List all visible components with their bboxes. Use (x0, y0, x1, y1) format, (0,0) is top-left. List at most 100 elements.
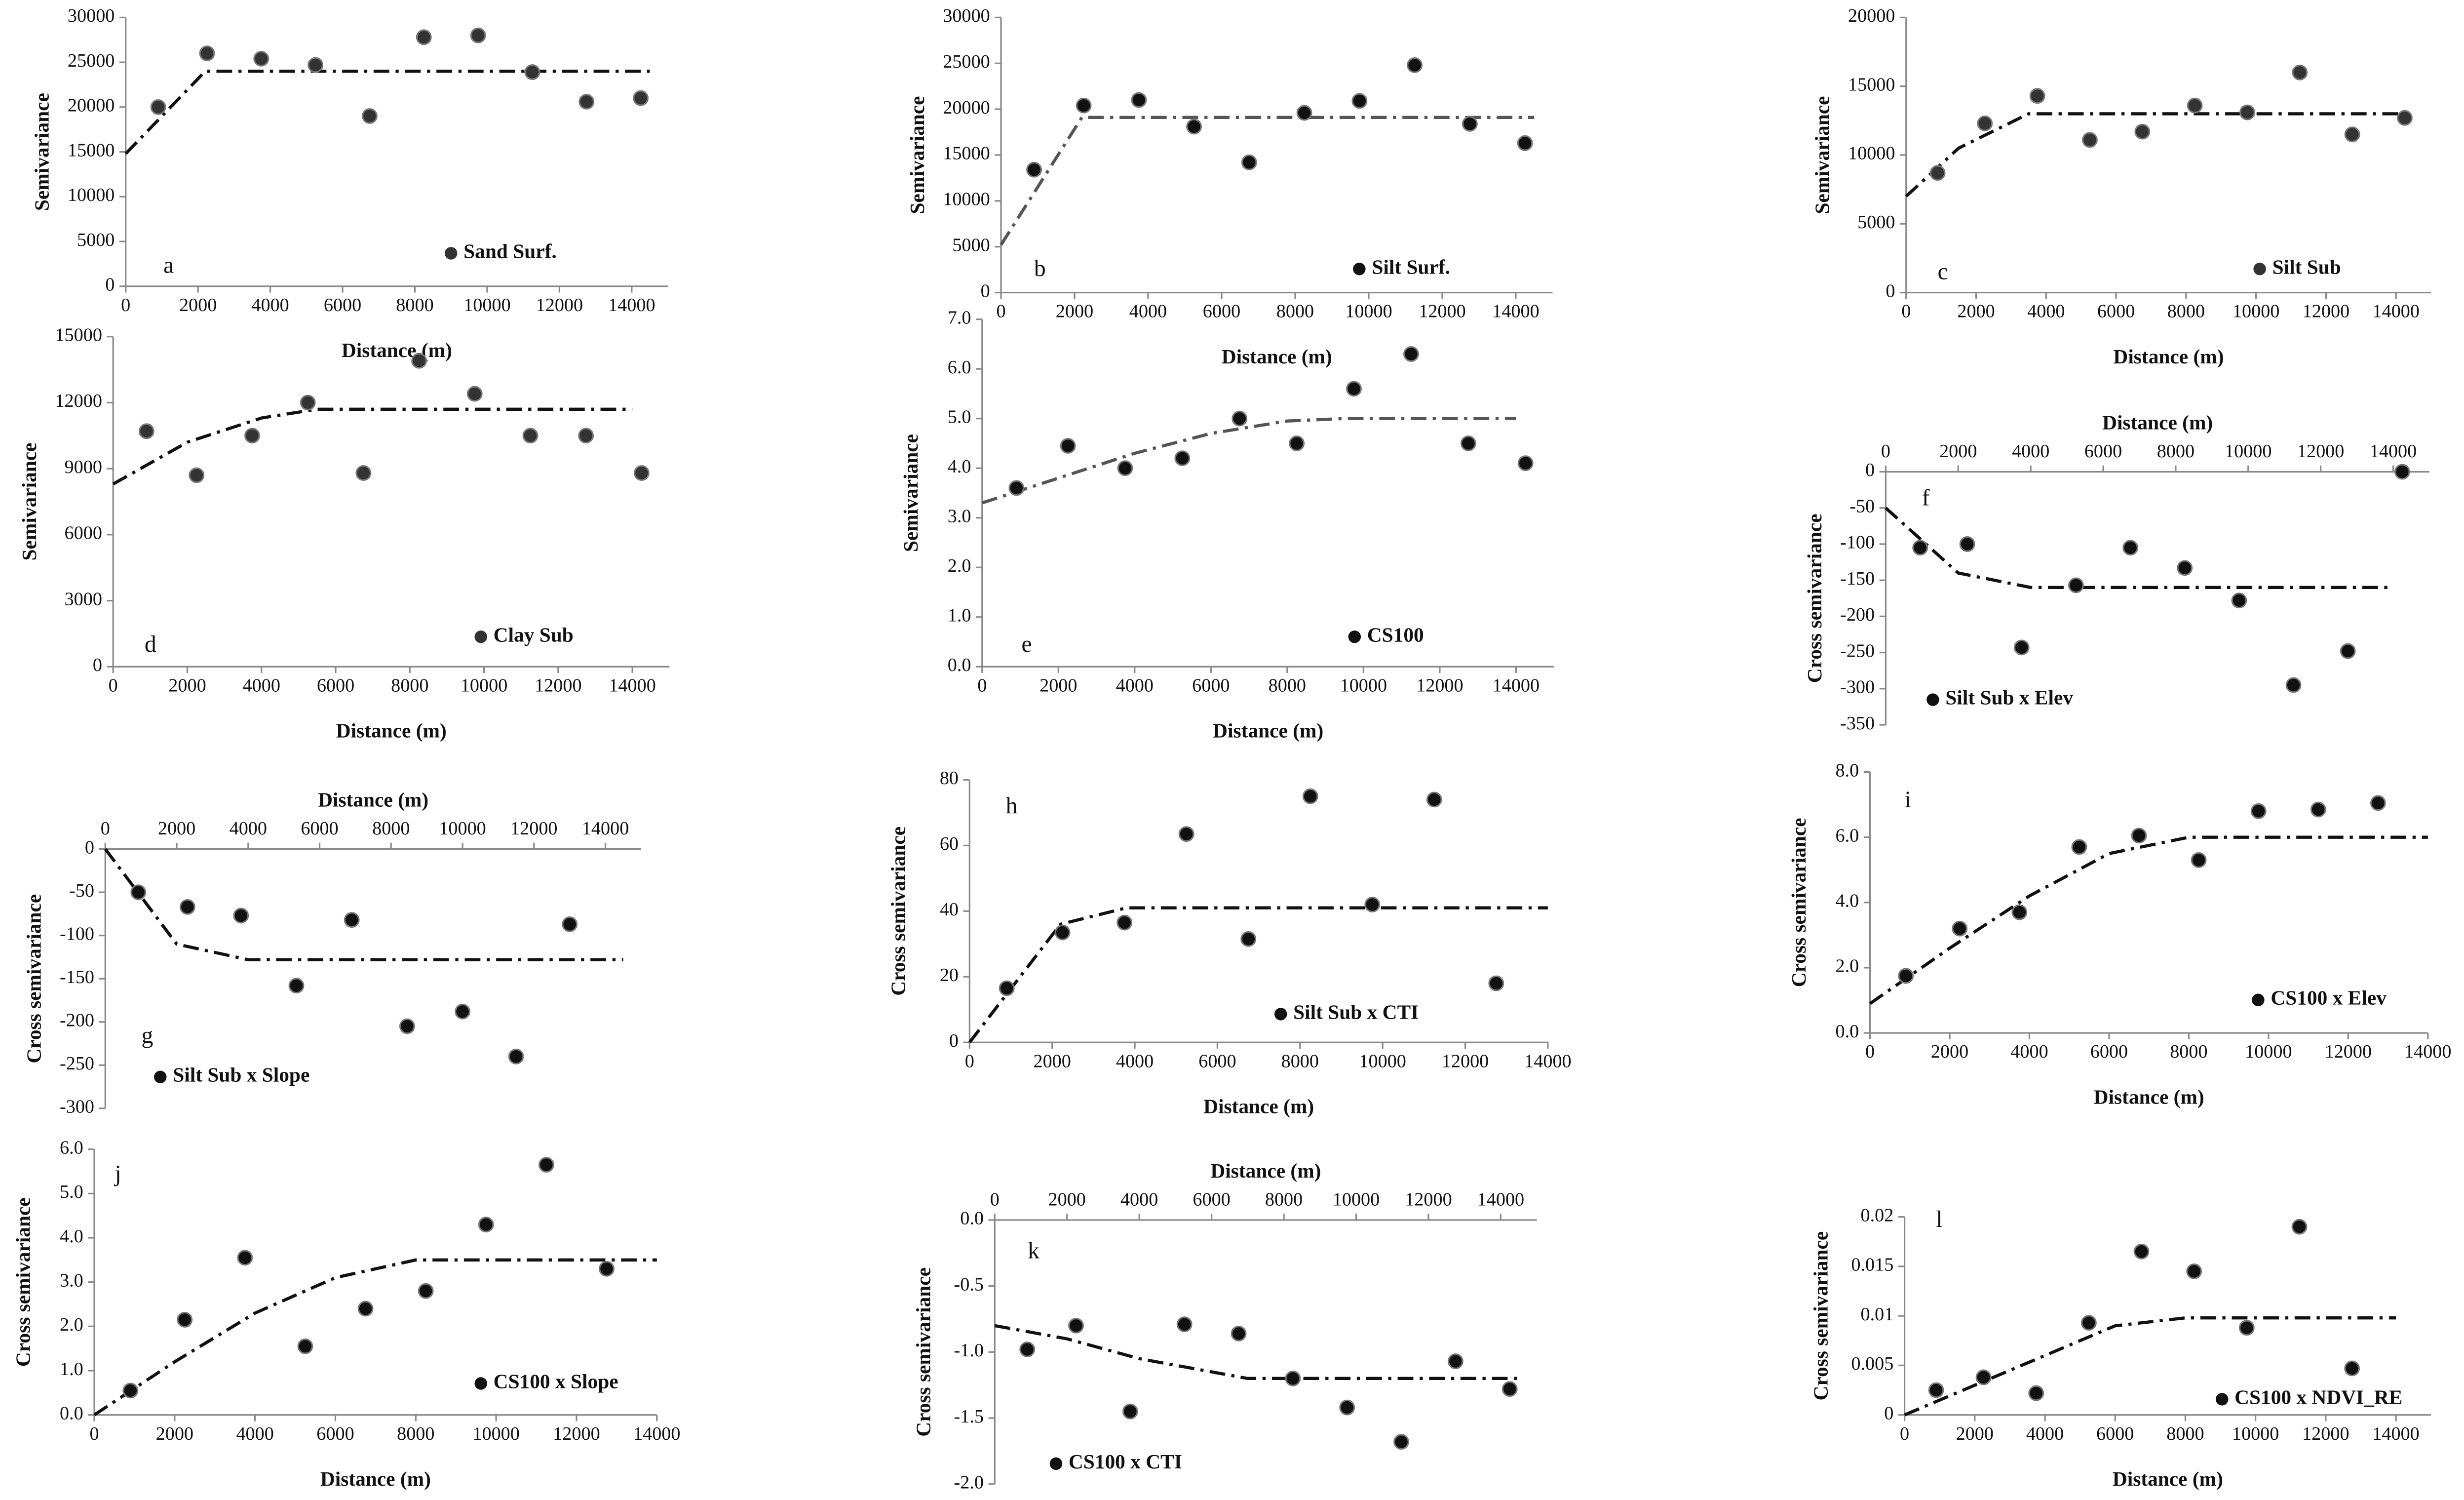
model-line (1869, 835, 2428, 1005)
legend-label: Silt Sub x Elev (1945, 686, 2073, 709)
point (1351, 93, 1368, 109)
x-tick-label: 0 (996, 301, 1005, 322)
panel-letter: c (1937, 258, 1948, 284)
y-tick-label: 30000 (68, 5, 115, 26)
y-tick-label: 0.015 (1851, 1255, 1893, 1275)
point (179, 899, 195, 915)
x-tick-label: 10000 (439, 818, 486, 839)
legend-label: Clay Sub (494, 623, 574, 646)
x-tick-label: 14000 (633, 1423, 680, 1444)
x-tick-label: 10000 (461, 675, 507, 696)
y-tick-label: -200 (1840, 604, 1875, 625)
y-tick-label: 0 (85, 837, 94, 858)
point (1285, 1370, 1301, 1386)
point (1407, 57, 1423, 73)
x-tick-label: 10000 (2225, 441, 2272, 462)
x-axis-title: Distance (m) (2113, 345, 2224, 368)
panel: 0 2000 4000 6000 8000 10000 12000 14000 0 3000 600… (18, 324, 670, 742)
point (1346, 381, 1362, 397)
point (1447, 1353, 1463, 1369)
x-tick-label: 2000 (1956, 1423, 1994, 1444)
panel-letter: d (145, 631, 156, 657)
y-tick-label: -1.5 (954, 1406, 984, 1427)
point (2068, 577, 2084, 593)
point (2134, 123, 2151, 140)
x-tick-label: 0 (965, 1051, 974, 1071)
y-tick-label: 60 (940, 833, 959, 854)
x-tick-label: 8000 (1269, 675, 1306, 696)
point (362, 108, 378, 124)
point (633, 90, 649, 106)
y-axis-title: Cross semivariance (887, 827, 910, 996)
legend-label: CS100 x Elev (2271, 987, 2387, 1009)
point (455, 1003, 470, 1020)
legend-marker (474, 1377, 487, 1390)
y-tick-label: 12000 (55, 391, 102, 411)
point (2397, 110, 2413, 126)
panel: 0 2000 4000 6000 8000 10000 12000 14000 0.0 2.0 4.… (1787, 760, 2452, 1108)
y-tick-label: 7.0 (948, 307, 971, 328)
x-axis-title: Distance (m) (318, 789, 428, 812)
legend-label: CS100 (1367, 623, 1424, 646)
point (1019, 1342, 1036, 1357)
x-tick-label: 4000 (236, 1423, 273, 1444)
x-tick-label: 12000 (2325, 1041, 2372, 1062)
y-tick-label: 3.0 (948, 506, 971, 526)
y-tick-label: 0.02 (1860, 1205, 1893, 1225)
point (1060, 438, 1076, 454)
panel: 0 2000 4000 6000 8000 10000 12000 14000 0.0 -0.5 -… (912, 1159, 1537, 1493)
y-tick-label: -150 (60, 967, 94, 987)
point (2370, 795, 2386, 811)
y-tick-label: -350 (1840, 713, 1875, 734)
x-axis-title: Distance (m) (342, 339, 452, 362)
point (466, 386, 483, 402)
y-axis-title: Cross semivariance (1787, 818, 1810, 987)
x-tick-label: 0 (101, 818, 110, 839)
y-tick-label: 40 (940, 899, 959, 920)
point (1959, 536, 1975, 552)
point (538, 1157, 554, 1173)
point (508, 1048, 524, 1065)
x-tick-label: 8000 (391, 675, 428, 696)
y-tick-label: -300 (60, 1097, 94, 1117)
panel-letter: b (1034, 255, 1046, 281)
point (633, 465, 650, 481)
x-tick-label: 6000 (324, 295, 361, 316)
model-line (1000, 116, 1535, 246)
point (2122, 540, 2139, 556)
legend-marker (444, 247, 458, 260)
y-tick-label: 6000 (65, 523, 102, 544)
point (1008, 480, 1025, 496)
model-line (981, 417, 1516, 505)
point (1462, 116, 1478, 132)
point (177, 1311, 193, 1328)
panel: 0 2000 4000 6000 8000 10000 12000 14000 0 5000 100… (906, 5, 1553, 368)
point (2082, 132, 2098, 148)
point (1131, 92, 1147, 108)
point (2029, 88, 2045, 104)
panel-letter: k (1028, 1238, 1040, 1264)
x-tick-label: 4000 (2027, 301, 2065, 322)
x-tick-label: 0 (1901, 301, 1911, 322)
point (2071, 839, 2087, 855)
point (1929, 165, 1946, 181)
point (1393, 1434, 1409, 1450)
x-tick-label: 0 (977, 675, 987, 696)
y-tick-label: 10000 (68, 185, 115, 205)
legend-marker (2253, 263, 2266, 276)
point (1426, 791, 1442, 808)
x-tick-label: 10000 (463, 295, 510, 316)
x-tick-label: 4000 (1120, 1189, 1158, 1210)
y-tick-label: 2.0 (60, 1314, 83, 1335)
legend-label: Silt Sub (2272, 255, 2341, 278)
x-tick-label: 4000 (2026, 1423, 2064, 1444)
y-tick-label: 0.0 (60, 1403, 83, 1423)
y-axis-title: Cross semivariance (23, 894, 45, 1064)
point (253, 50, 270, 67)
point (1364, 897, 1381, 912)
x-tick-label: 2000 (1957, 301, 1995, 322)
y-tick-label: 5000 (952, 235, 990, 255)
point (237, 1250, 253, 1266)
x-tick-label: 10000 (2245, 1041, 2292, 1062)
legend-label: Silt Surf. (1372, 255, 1450, 278)
